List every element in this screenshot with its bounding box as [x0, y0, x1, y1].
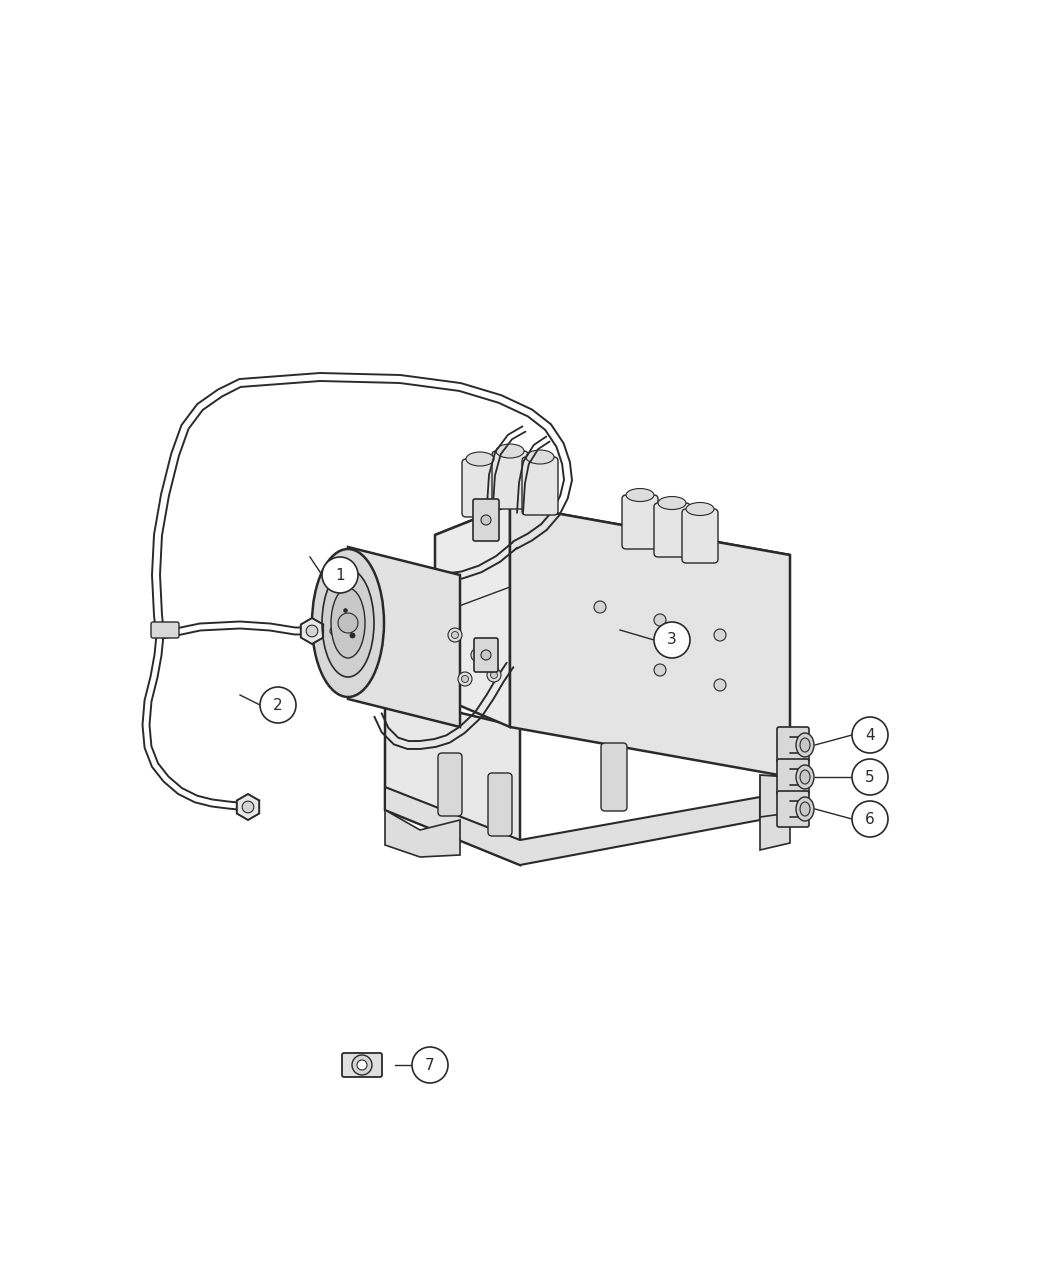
Circle shape — [357, 1060, 367, 1070]
FancyBboxPatch shape — [472, 499, 499, 541]
FancyBboxPatch shape — [522, 456, 558, 515]
Circle shape — [594, 601, 606, 613]
Circle shape — [352, 1054, 372, 1075]
FancyBboxPatch shape — [622, 495, 658, 550]
Circle shape — [471, 648, 485, 662]
Polygon shape — [760, 775, 790, 820]
Circle shape — [852, 759, 888, 796]
Circle shape — [714, 629, 726, 641]
Ellipse shape — [312, 550, 384, 697]
Circle shape — [714, 680, 726, 691]
Text: 4: 4 — [865, 728, 875, 742]
FancyBboxPatch shape — [342, 1053, 382, 1077]
Ellipse shape — [324, 622, 348, 640]
Text: 1: 1 — [335, 567, 344, 583]
Ellipse shape — [331, 588, 365, 658]
Text: 3: 3 — [667, 632, 677, 648]
Ellipse shape — [796, 765, 814, 789]
Polygon shape — [385, 787, 760, 864]
Circle shape — [654, 622, 690, 658]
Text: 7: 7 — [425, 1057, 435, 1072]
Ellipse shape — [658, 496, 686, 510]
FancyBboxPatch shape — [151, 622, 178, 638]
Ellipse shape — [322, 569, 374, 677]
Circle shape — [481, 515, 491, 525]
Polygon shape — [385, 810, 460, 857]
Circle shape — [412, 1047, 448, 1082]
Text: 6: 6 — [865, 811, 875, 826]
Polygon shape — [385, 695, 520, 864]
FancyBboxPatch shape — [474, 638, 498, 672]
Text: 5: 5 — [865, 770, 875, 784]
FancyBboxPatch shape — [777, 759, 808, 796]
Text: 2: 2 — [273, 697, 282, 713]
FancyBboxPatch shape — [682, 509, 718, 564]
Ellipse shape — [796, 733, 814, 757]
Circle shape — [452, 631, 459, 639]
Circle shape — [475, 652, 482, 658]
Polygon shape — [300, 618, 323, 644]
Circle shape — [481, 650, 491, 660]
FancyBboxPatch shape — [492, 451, 528, 509]
FancyBboxPatch shape — [438, 754, 462, 816]
Ellipse shape — [800, 802, 810, 816]
Circle shape — [307, 625, 318, 636]
Circle shape — [338, 613, 358, 632]
Circle shape — [448, 629, 462, 643]
FancyBboxPatch shape — [777, 790, 808, 827]
FancyBboxPatch shape — [488, 773, 512, 836]
Ellipse shape — [686, 502, 714, 515]
Ellipse shape — [466, 453, 493, 465]
FancyBboxPatch shape — [654, 504, 690, 557]
Ellipse shape — [796, 797, 814, 821]
Polygon shape — [348, 547, 460, 727]
Circle shape — [458, 672, 472, 686]
Ellipse shape — [330, 626, 342, 636]
Circle shape — [852, 801, 888, 836]
Polygon shape — [435, 505, 790, 586]
Ellipse shape — [800, 738, 810, 752]
Polygon shape — [760, 813, 790, 850]
Polygon shape — [435, 505, 510, 727]
Circle shape — [243, 801, 254, 813]
Circle shape — [490, 672, 498, 678]
Polygon shape — [236, 794, 259, 820]
Circle shape — [260, 687, 296, 723]
Circle shape — [462, 676, 468, 682]
Circle shape — [852, 717, 888, 754]
FancyBboxPatch shape — [462, 459, 498, 516]
Ellipse shape — [496, 444, 524, 458]
Ellipse shape — [626, 488, 654, 501]
Circle shape — [654, 664, 666, 676]
Ellipse shape — [800, 770, 810, 784]
FancyBboxPatch shape — [601, 743, 627, 811]
Polygon shape — [510, 505, 790, 776]
Circle shape — [487, 668, 501, 682]
FancyBboxPatch shape — [777, 727, 808, 762]
Ellipse shape — [526, 450, 554, 464]
Circle shape — [654, 615, 666, 626]
Circle shape — [322, 557, 358, 593]
